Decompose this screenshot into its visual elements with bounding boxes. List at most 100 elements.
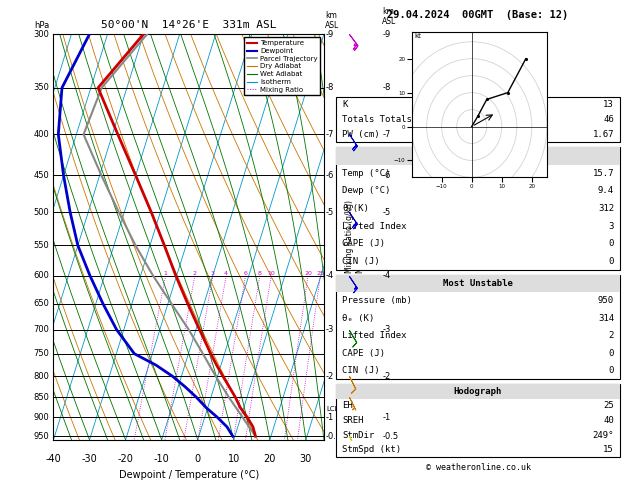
- Text: 9.4: 9.4: [598, 187, 614, 195]
- Text: Pressure (mb): Pressure (mb): [342, 296, 412, 306]
- Text: 450: 450: [34, 171, 50, 180]
- Text: -5: -5: [382, 208, 391, 217]
- Text: 0: 0: [194, 454, 201, 464]
- Text: CIN (J): CIN (J): [342, 366, 380, 375]
- Text: 700: 700: [33, 325, 50, 334]
- Text: CAPE (J): CAPE (J): [342, 239, 385, 248]
- Text: -8: -8: [325, 83, 333, 92]
- Text: -7: -7: [325, 130, 333, 139]
- Text: 6: 6: [243, 271, 247, 276]
- Text: -3: -3: [325, 325, 333, 334]
- Text: 600: 600: [33, 271, 50, 280]
- Text: -10: -10: [153, 454, 170, 464]
- Text: 300: 300: [33, 30, 50, 38]
- Text: 900: 900: [34, 413, 50, 422]
- Text: Most Unstable: Most Unstable: [443, 279, 513, 288]
- Text: CAPE (J): CAPE (J): [342, 348, 385, 358]
- Text: Hodograph: Hodograph: [454, 387, 502, 396]
- Text: 13: 13: [603, 100, 614, 109]
- Text: 15: 15: [603, 446, 614, 454]
- Text: 312: 312: [598, 204, 614, 213]
- Text: 30: 30: [300, 454, 312, 464]
- Bar: [336, 275, 620, 379]
- Text: -2: -2: [382, 372, 391, 381]
- Text: θₑ(K): θₑ(K): [342, 204, 369, 213]
- Text: -20: -20: [118, 454, 133, 464]
- Text: 249°: 249°: [593, 431, 614, 440]
- Text: -3: -3: [382, 325, 391, 334]
- Text: 350: 350: [33, 83, 50, 92]
- Text: 400: 400: [34, 130, 50, 139]
- Text: CIN (J): CIN (J): [342, 257, 380, 266]
- Text: 2: 2: [192, 271, 197, 276]
- Text: 314: 314: [598, 314, 614, 323]
- Text: SREH: SREH: [342, 416, 364, 425]
- Text: 850: 850: [33, 393, 50, 402]
- Text: StmSpd (kt): StmSpd (kt): [342, 446, 401, 454]
- Text: 1.67: 1.67: [593, 130, 614, 139]
- Text: Totals Totals: Totals Totals: [342, 115, 412, 124]
- Bar: [336, 147, 620, 165]
- Bar: [336, 384, 620, 399]
- Text: StmDir: StmDir: [342, 431, 374, 440]
- Text: Lifted Index: Lifted Index: [342, 331, 406, 340]
- Text: Mixing Ratio (g/kg): Mixing Ratio (g/kg): [345, 200, 353, 274]
- Text: Temp (°C): Temp (°C): [342, 169, 391, 178]
- Text: -0.5: -0.5: [325, 432, 342, 441]
- Text: -9: -9: [382, 30, 391, 38]
- Text: 0: 0: [609, 366, 614, 375]
- Bar: [336, 147, 620, 270]
- Text: -1: -1: [325, 413, 333, 422]
- Bar: [336, 275, 620, 292]
- Text: 20: 20: [304, 271, 312, 276]
- Legend: Temperature, Dewpoint, Parcel Trajectory, Dry Adiabat, Wet Adiabat, Isotherm, Mi: Temperature, Dewpoint, Parcel Trajectory…: [244, 37, 320, 95]
- Title: 50°00'N  14°26'E  331m ASL: 50°00'N 14°26'E 331m ASL: [101, 20, 277, 31]
- Text: -9: -9: [325, 30, 333, 38]
- Text: 950: 950: [598, 296, 614, 306]
- Text: km
ASL: km ASL: [382, 7, 396, 26]
- Text: 1: 1: [164, 271, 167, 276]
- Text: 40: 40: [603, 416, 614, 425]
- Text: -6: -6: [325, 171, 333, 180]
- Text: 950: 950: [34, 432, 50, 441]
- Text: -6: -6: [382, 171, 391, 180]
- Text: 3: 3: [609, 222, 614, 231]
- Text: 550: 550: [34, 241, 50, 250]
- Text: -8: -8: [382, 83, 391, 92]
- Text: -4: -4: [325, 271, 333, 280]
- Text: Dewp (°C): Dewp (°C): [342, 187, 391, 195]
- Text: -40: -40: [45, 454, 62, 464]
- Text: 750: 750: [33, 349, 50, 358]
- Text: LCL: LCL: [326, 406, 339, 412]
- Text: K: K: [342, 100, 347, 109]
- Text: Mixing Ratio (g/kg): Mixing Ratio (g/kg): [357, 200, 365, 274]
- Text: 0: 0: [609, 257, 614, 266]
- Text: 800: 800: [33, 372, 50, 381]
- Text: 10: 10: [228, 454, 240, 464]
- Text: -7: -7: [382, 130, 391, 139]
- Text: 4: 4: [224, 271, 228, 276]
- Text: 8: 8: [258, 271, 262, 276]
- Text: -30: -30: [82, 454, 97, 464]
- Text: Surface: Surface: [459, 151, 497, 160]
- Text: -0.5: -0.5: [382, 432, 398, 441]
- Text: -1: -1: [382, 413, 391, 422]
- Text: 650: 650: [33, 299, 50, 308]
- Text: -2: -2: [325, 372, 333, 381]
- Text: 500: 500: [34, 208, 50, 217]
- Text: EH: EH: [342, 401, 353, 410]
- Text: 25: 25: [603, 401, 614, 410]
- Bar: [336, 97, 620, 142]
- Text: -5: -5: [325, 208, 333, 217]
- Text: 15.7: 15.7: [593, 169, 614, 178]
- Text: © weatheronline.co.uk: © weatheronline.co.uk: [426, 463, 530, 471]
- Text: 20: 20: [264, 454, 276, 464]
- Text: 25: 25: [316, 271, 325, 276]
- Text: 3: 3: [211, 271, 215, 276]
- Text: 2: 2: [609, 331, 614, 340]
- Text: 10: 10: [267, 271, 275, 276]
- Text: θₑ (K): θₑ (K): [342, 314, 374, 323]
- Text: hPa: hPa: [35, 21, 50, 30]
- Text: PW (cm): PW (cm): [342, 130, 380, 139]
- Text: Lifted Index: Lifted Index: [342, 222, 406, 231]
